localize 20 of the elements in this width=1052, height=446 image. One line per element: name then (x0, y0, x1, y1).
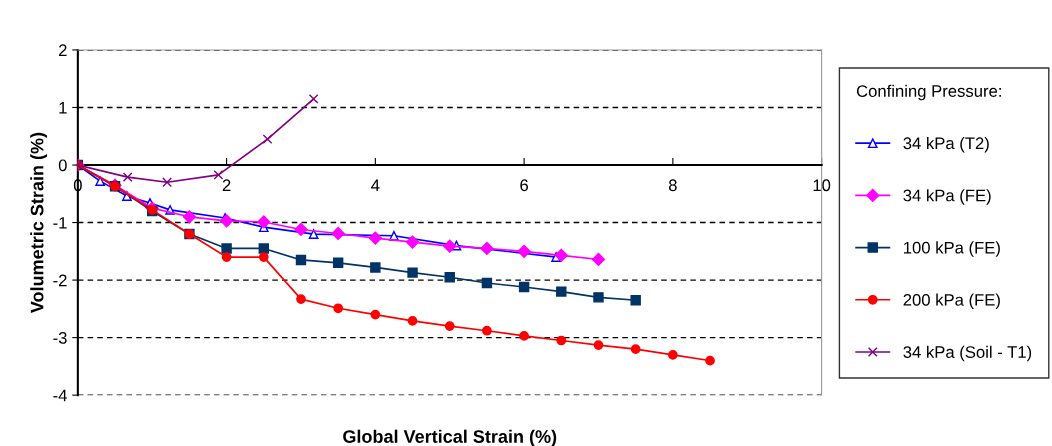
legend-label: 200 kPa (FE) (903, 293, 1000, 310)
x-tick-label: 10 (813, 179, 831, 192)
legend-label: 34 kPa (T2) (903, 136, 989, 153)
legend-label: 100 kPa (FE) (904, 241, 1000, 257)
legend-label: 34 kPa (FE) (903, 189, 991, 205)
y-tick-label: 1 (59, 102, 67, 114)
x-tick-label: 6 (520, 179, 529, 192)
y-tick-label: -2 (53, 274, 67, 287)
y-tick-label: -3 (53, 332, 67, 344)
x-tick-label: 8 (668, 179, 677, 192)
y-tick-label: 0 (58, 159, 67, 172)
legend-title: Confining Pressure: (856, 84, 1001, 101)
y-tick-label: -1 (53, 217, 67, 229)
x-tick-label: 4 (371, 179, 380, 191)
legend-label: 34 kPa (Soil - T1) (903, 345, 1032, 362)
y-tick-label: -4 (53, 389, 67, 402)
x-axis-title: Global Vertical Strain (%) (343, 429, 557, 446)
y-axis-title: Volumetric Strain (%) (30, 132, 48, 314)
x-tick-label: 2 (222, 179, 231, 191)
y-tick-label: 2 (59, 44, 67, 56)
